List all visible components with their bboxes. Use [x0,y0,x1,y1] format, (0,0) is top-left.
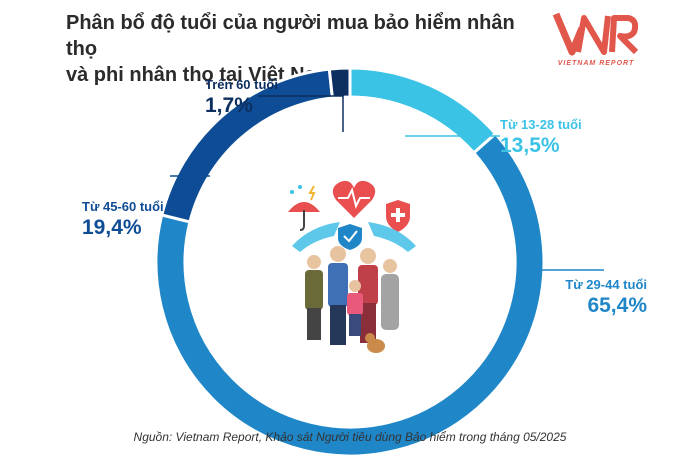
umbrella-icon [288,185,320,231]
slice-value-3: 1,7% [205,94,253,117]
slice-value-1: 65,4% [587,294,647,317]
source-note: Nguồn: Vietnam Report, Khảo sát Người ti… [133,430,567,444]
donut-slice-1 [154,131,546,457]
slice-category-2: Từ 45-60 tuổi [82,199,164,214]
heart-pulse-icon [332,180,376,218]
slice-category-3: Trên 60 tuổi [205,77,278,92]
caring-hands-icon [292,222,416,252]
slice-label-3: Trên 60 tuổi 1,7% [205,77,325,118]
donut-slices [154,66,546,457]
slice-label-2: Từ 45-60 tuổi 19,4% [82,199,202,240]
donut-slice-0 [348,66,498,156]
family-figures [305,246,399,353]
donut-slice-3 [327,66,352,100]
slice-label-1: Từ 29-44 tuổi 65,4% [527,277,647,318]
slice-category-0: Từ 13-28 tuổi [500,117,582,132]
medical-shield-icon [386,200,410,232]
leader-line-3 [258,95,344,132]
slice-category-1: Từ 29-44 tuổi [565,277,647,292]
chart-title: Phân bổ độ tuổi của người mua bảo hiểm n… [66,10,536,88]
vnr-logo-mark [552,12,639,56]
logo-subtitle: VIETNAM REPORT [557,60,635,67]
vietnam-report-logo: VIETNAM REPORT [548,6,644,72]
slice-value-2: 19,4% [82,216,142,239]
chart-title-line-1: Phân bổ độ tuổi của người mua bảo hiểm n… [66,12,515,60]
family-insurance-illustration [288,180,416,353]
slice-value-0: 13,5% [500,134,560,157]
slice-label-0: Từ 13-28 tuổi 13,5% [500,117,620,158]
chart-title-line-2: và phi nhân thọ tại Việt Nam [66,64,334,86]
label-leader-lines [170,95,604,271]
